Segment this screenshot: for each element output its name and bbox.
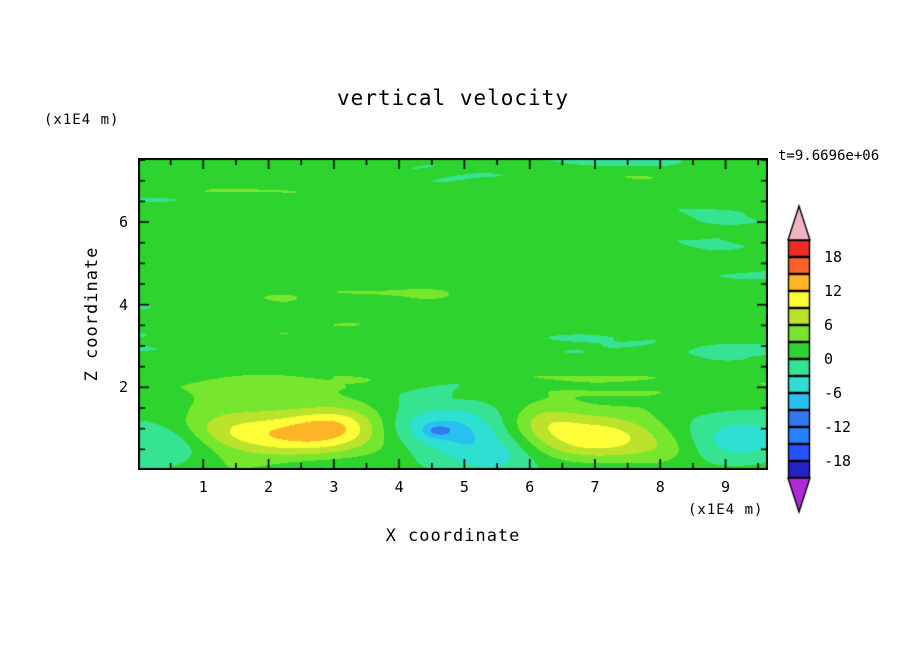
x-tick-label: 2 (264, 478, 274, 496)
time-stamp-label: t=9.6696e+06 (778, 148, 880, 164)
x-tick-label: 7 (590, 478, 600, 496)
colorbar-tick-label: 18 (824, 248, 843, 266)
colorbar-tick-label: 12 (824, 282, 843, 300)
y-axis-units-label: (x1E4 m) (44, 112, 120, 128)
x-tick-label: 5 (459, 478, 469, 496)
y-tick-label: 2 (118, 378, 128, 397)
colorbar-tick-label: 0 (824, 350, 834, 368)
colorbar-tick-label: -6 (824, 384, 843, 402)
x-tick-label: 3 (329, 478, 339, 496)
contour-plot-canvas (138, 158, 768, 470)
x-tick-label: 6 (525, 478, 535, 496)
x-axis-title: X coordinate (385, 526, 521, 546)
x-tick-label: 1 (198, 478, 208, 496)
x-tick-label: 9 (721, 478, 731, 496)
y-axis-title: Z coordinate (82, 246, 102, 382)
y-tick-label: 4 (118, 295, 128, 314)
colorbar-tick-label: -12 (824, 418, 852, 436)
colorbar-tick-label: -18 (824, 452, 852, 470)
colorbar-canvas (782, 204, 822, 516)
x-axis-units-label: (x1E4 m) (688, 502, 764, 518)
y-tick-label: 6 (118, 213, 128, 232)
x-tick-label: 8 (655, 478, 665, 496)
x-tick-label: 4 (394, 478, 404, 496)
chart-title: vertical velocity (337, 86, 569, 110)
colorbar-tick-label: 6 (824, 316, 834, 334)
